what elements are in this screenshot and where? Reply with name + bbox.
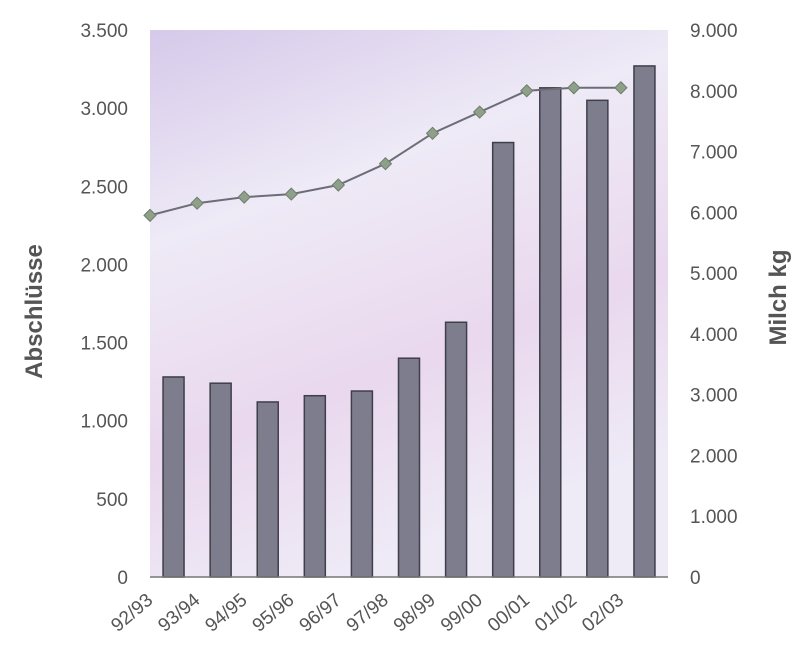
x-tick-label: 93/94 — [154, 589, 204, 636]
x-tick-label: 92/93 — [107, 590, 157, 637]
x-tick-label: 99/00 — [437, 590, 487, 637]
y-right-tick-label: 5.000 — [690, 264, 738, 285]
y-left-tick-label: 1.000 — [80, 412, 128, 433]
y-right-tick-label: 2.000 — [690, 446, 738, 467]
bar-00-01 — [539, 87, 562, 578]
y-left-tick-label: 2.500 — [80, 177, 128, 198]
y-left-tick-label: 2.000 — [80, 255, 128, 276]
line-marker-97-98 — [378, 157, 393, 171]
bar-94-95 — [256, 401, 279, 578]
y-left-tick-label: 0 — [117, 568, 128, 589]
y-right-tick-label: 8.000 — [690, 82, 738, 103]
line-marker-93-94 — [190, 196, 204, 210]
y-right-tick-label: 0 — [690, 568, 701, 589]
bar-95-96 — [303, 394, 327, 578]
bar-98-99 — [444, 321, 468, 578]
y-left-tick-label: 3.000 — [80, 99, 128, 120]
x-tick-label: 97/98 — [343, 590, 393, 637]
y-right-tick-label: 7.000 — [690, 143, 738, 164]
bar-96-97 — [350, 390, 374, 578]
y-left-tick-label: 500 — [96, 490, 128, 511]
y-left-tick-label: 3.500 — [80, 21, 128, 42]
y-right-tick-label: 1.000 — [690, 507, 738, 528]
x-tick-label: 98/99 — [390, 590, 440, 637]
bar-97-98 — [397, 357, 421, 578]
x-tick-label: 02/03 — [578, 590, 628, 637]
x-tick-label: 94/95 — [201, 590, 251, 637]
x-tick-label: 95/96 — [249, 590, 299, 637]
line-marker-99-00 — [472, 105, 487, 119]
line-marker-96-97 — [331, 178, 346, 192]
line-marker-94-95 — [237, 190, 251, 204]
bar-93-94 — [209, 382, 232, 578]
x-tick-label: 00/01 — [484, 590, 534, 637]
line-marker-95-96 — [284, 187, 298, 201]
x-tick-label: 96/97 — [296, 590, 346, 637]
line-marker-01-02 — [567, 81, 581, 95]
bar-02-03 — [633, 65, 656, 578]
line-marker-98-99 — [425, 126, 440, 141]
line-marker-92-93 — [143, 208, 157, 223]
x-tick-label: 01/02 — [531, 590, 581, 637]
y-left-tick-label: 1.500 — [80, 334, 128, 355]
line-marker-02-03 — [614, 81, 628, 95]
bar-99-00 — [491, 141, 515, 578]
y-right-tick-label: 9.000 — [690, 21, 738, 42]
bar-01-02 — [586, 99, 609, 578]
y-axis-left-title: Abschlüsse — [21, 244, 48, 379]
y-axis-right-title: Milch kg — [765, 249, 792, 345]
line-marker-00-01 — [520, 84, 534, 98]
y-right-tick-label: 4.000 — [690, 325, 738, 346]
bar-92-93 — [162, 376, 185, 578]
y-right-tick-label: 3.000 — [690, 386, 738, 407]
y-right-tick-label: 6.000 — [690, 203, 738, 224]
